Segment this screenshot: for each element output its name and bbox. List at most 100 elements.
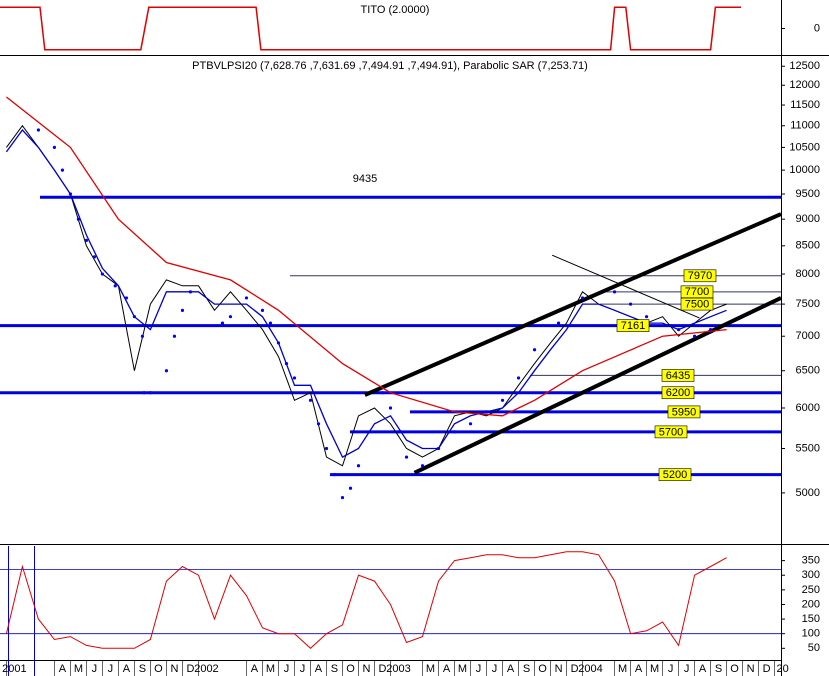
sar-dot	[556, 321, 561, 325]
label-box	[654, 425, 688, 439]
label-box	[683, 269, 717, 283]
x-tick-label: D	[571, 663, 579, 675]
sar-dot	[516, 376, 521, 380]
sar-dot	[84, 238, 89, 242]
sar-dot	[452, 430, 457, 434]
sar-dot	[580, 296, 585, 300]
sar-dot	[292, 376, 297, 380]
x-tick-label: J	[684, 663, 690, 675]
x-tick-label: J	[668, 663, 674, 675]
x-tick-label: M	[458, 663, 467, 675]
y-tick-label: 10000	[789, 164, 820, 176]
sar-dot	[260, 308, 265, 312]
sar-dot	[404, 455, 409, 459]
sar-dot	[396, 430, 401, 434]
x-tick-label: 20	[776, 663, 788, 675]
panel-title: PTBVLPSI20 (7,628.76 ,7,631.69 ,7,494.91…	[192, 60, 588, 72]
sar-dot	[332, 473, 337, 477]
sar-dot	[68, 192, 73, 196]
y-tick-label: 11000	[790, 120, 820, 132]
x-tick-label: M	[650, 663, 659, 675]
sar-dot	[276, 341, 281, 345]
y-tick-label: 250	[802, 584, 820, 596]
price-line	[5, 96, 727, 417]
y-tick-label: 350	[802, 555, 820, 567]
x-tick-label: 2001	[2, 663, 26, 675]
level-label: 5200	[663, 469, 687, 481]
sar-dot	[60, 168, 65, 172]
y-tick-label: 9500	[796, 188, 820, 200]
x-tick-label: A	[123, 663, 131, 675]
level-label: 6435	[666, 370, 690, 382]
sar-dot	[113, 284, 117, 288]
sar-dot	[532, 348, 537, 352]
level-label: 7700	[685, 286, 709, 298]
sar-dot	[164, 369, 169, 373]
label-box	[667, 405, 701, 419]
sar-dot	[420, 464, 425, 468]
sar-dot	[188, 290, 193, 294]
sar-dot	[36, 128, 41, 132]
x-tick-label: M	[618, 663, 627, 675]
sar-dot	[132, 315, 137, 319]
x-tick-label: N	[747, 663, 755, 675]
sar-dot	[340, 495, 345, 500]
y-tick-label: 12000	[789, 79, 820, 91]
sar-dot	[268, 321, 273, 325]
x-tick-label: J	[476, 663, 482, 675]
label-box	[680, 297, 714, 311]
sar-dot	[52, 145, 57, 150]
level-label: 7161	[621, 320, 645, 332]
sar-dot	[140, 334, 145, 338]
y-tick-label: 6000	[796, 402, 820, 414]
level-label: 7970	[688, 270, 712, 282]
x-tick-label: M	[266, 663, 275, 675]
label-box	[658, 468, 692, 481]
x-tick-label: J	[492, 663, 498, 675]
y-tick-label: 6500	[796, 365, 820, 377]
sar-dot	[380, 391, 385, 395]
x-tick-label: O	[154, 663, 163, 675]
sar-dot	[172, 334, 177, 338]
x-tick-label: N	[170, 663, 178, 675]
sar-dot	[628, 302, 633, 306]
sar-dot	[348, 486, 353, 490]
label-box	[616, 319, 650, 332]
label-box	[661, 386, 695, 400]
sar-dot	[500, 398, 505, 402]
oscillator-line	[5, 551, 727, 649]
x-tick-label: M	[426, 663, 435, 675]
sar-dot	[612, 290, 617, 294]
x-tick-label: A	[699, 663, 707, 675]
x-tick-label: A	[59, 663, 67, 675]
x-tick-label: S	[139, 663, 146, 675]
sar-dot	[468, 422, 473, 426]
x-tick-label: 2004	[578, 663, 602, 675]
sar-dot	[244, 296, 249, 300]
x-tick-label: S	[331, 663, 338, 675]
x-tick-label: D	[763, 663, 771, 675]
x-tick-label: 2003	[386, 663, 410, 675]
sar-dot	[388, 406, 393, 410]
sar-dot	[76, 217, 81, 221]
x-tick-label: S	[523, 663, 530, 675]
sar-dot	[692, 334, 697, 338]
x-tick-label: J	[92, 663, 98, 675]
x-tick-label: S	[715, 663, 722, 675]
sar-dot	[100, 272, 105, 276]
sar-dot	[284, 362, 289, 366]
x-tick-label: A	[635, 663, 643, 675]
x-tick-label: A	[443, 663, 451, 675]
trend-line	[413, 296, 782, 475]
sar-dot	[180, 308, 185, 312]
y-tick-label: 100	[802, 628, 820, 640]
sar-dot	[220, 321, 225, 325]
panel-title: TITO (2.0000)	[361, 4, 430, 16]
sar-dot	[316, 422, 321, 426]
y-tick-label: 12500	[789, 60, 820, 72]
x-tick-label: A	[507, 663, 515, 675]
sar-dot	[308, 398, 313, 402]
x-tick-label: N	[363, 663, 371, 675]
sar-dot	[92, 255, 97, 259]
